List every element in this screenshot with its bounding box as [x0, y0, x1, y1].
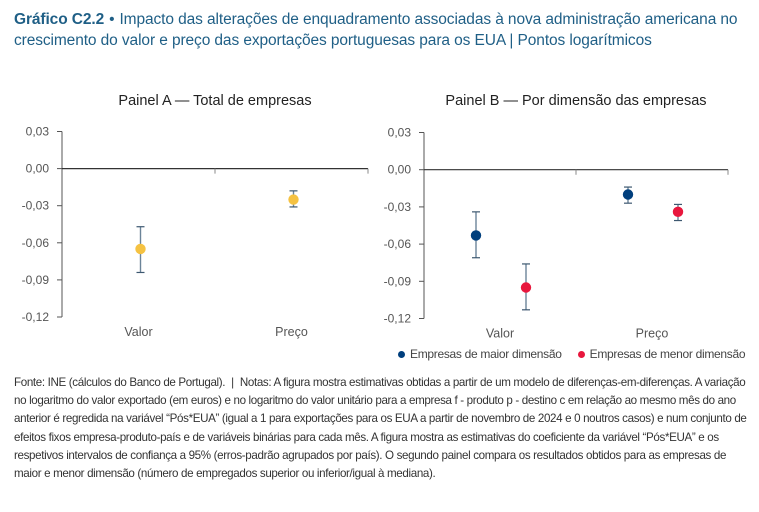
panel-b-legend: Empresas de maior dimensão Empresas de m…: [398, 347, 746, 361]
footnote-separator: |: [231, 376, 234, 389]
panel-a-y-tick-label: 0,00: [26, 162, 50, 176]
panel-a-category-label: Valor: [124, 325, 152, 339]
legend-label-maior: Empresas de maior dimensão: [410, 347, 562, 361]
panel-b-y-tick-label: -0,06: [384, 237, 412, 251]
panel-b-y-tick-label: 0,00: [388, 163, 412, 177]
legend-item-menor: Empresas de menor dimensão: [577, 347, 746, 361]
panel-b-y-tick-label: 0,03: [388, 126, 412, 140]
panel-a-y-tick-label: -0,09: [22, 273, 50, 287]
chart-title-text: Impacto das alterações de enquadramento …: [14, 11, 738, 49]
data-point-total: [288, 194, 299, 205]
footnote: Fonte: INE (cálculos do Banco de Portuga…: [14, 374, 749, 483]
panel-a-y-tick-label: -0,12: [22, 310, 50, 324]
legend-marker-maior: [398, 350, 405, 358]
chart-title: Gráfico C2.2 • Impacto das alterações de e…: [14, 9, 749, 51]
data-point-maior: [470, 230, 482, 241]
data-point-menor: [520, 282, 532, 293]
panel-b-y-tick-label: -0,12: [384, 312, 412, 326]
panel-a-y-tick-label: 0,03: [26, 125, 50, 139]
panel-b-category-label: Preço: [636, 327, 669, 341]
panel-a-y-tick-label: -0,06: [22, 236, 50, 250]
panel-b-y-tick-label: -0,09: [384, 274, 412, 288]
legend-label-menor: Empresas de menor dimensão: [589, 347, 746, 361]
legend-item-maior: Empresas de maior dimensão: [398, 347, 562, 361]
data-point-menor: [672, 206, 684, 218]
footnote-notes: Notas: A figura mostra estimativas obtid…: [14, 376, 747, 481]
title-bullet: •: [109, 11, 115, 28]
panel-b-title: Painel B — Por dimensão das empresas: [445, 93, 707, 109]
panel-b-category-label: Valor: [486, 327, 514, 341]
panel-a-title: Painel A — Total de empresas: [118, 93, 312, 109]
footnote-source: Fonte: INE (cálculos do Banco de Portuga…: [14, 376, 226, 389]
data-point-total: [135, 243, 146, 255]
data-point-maior: [622, 189, 634, 200]
chart-label: Gráfico C2.2: [14, 11, 105, 28]
legend-marker-menor: [577, 350, 585, 358]
panel-b-y-tick-label: -0,03: [384, 200, 412, 214]
panel-a-y-tick-label: -0,03: [22, 199, 50, 213]
panel-a-category-label: Preço: [275, 325, 308, 339]
